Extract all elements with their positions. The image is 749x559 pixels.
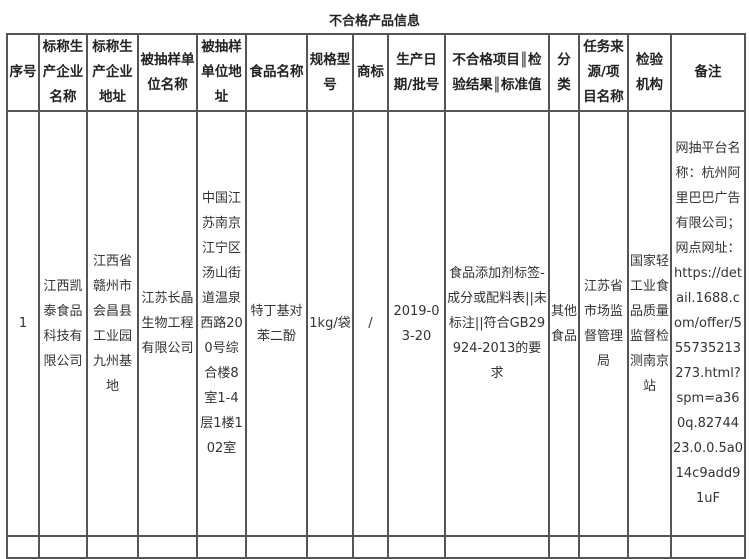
cell-inspection-agency: 国家轻工业食品质量监督检测南京站 [627,110,672,537]
cell-index: 1 [6,110,40,537]
header-inspection-agency: 检验机构 [627,33,672,112]
header-spec: 规格型号 [306,33,354,112]
header-production-date: 生产日期/批号 [387,33,446,112]
cell-manufacturer-name: 江西凯泰食品科技有限公司 [38,110,88,537]
header-failed-item: 不合格项目║检验结果║标准值 [444,33,550,112]
header-remarks: 备注 [670,33,746,112]
table-row-partial [6,535,746,559]
header-task-source: 任务来源/项目名称 [578,33,629,112]
header-sampled-unit-address: 被抽样单位地址 [196,33,247,112]
header-manufacturer-address: 标称生产企业地址 [86,33,139,112]
header-sampled-unit-name: 被抽样单位名称 [137,33,198,112]
table-title: 不合格产品信息 [328,14,420,29]
cell-spec: 1kg/袋 [306,110,354,537]
cell-sampled-unit-address: 中国江苏南京江宁区汤山街道温泉西路200号综合楼8室1-4层1楼102室 [196,110,247,537]
cell-production-date: 2019-03-20 [387,110,446,537]
cell-remarks: 网抽平台名称：杭州阿里巴巴广告有限公司；网点网址：https://detail.… [670,110,746,537]
unqualified-products-table: 序号 标称生产企业名称 标称生产企业地址 被抽样单位名称 被抽样单位地址 食品名… [6,33,746,559]
header-row: 序号 标称生产企业名称 标称生产企业地址 被抽样单位名称 被抽样单位地址 食品名… [6,33,746,112]
cell-sampled-unit-name: 江苏长晶生物工程有限公司 [137,110,198,537]
header-manufacturer-name: 标称生产企业名称 [38,33,88,112]
cell-category: 其他食品 [548,110,580,537]
cell-trademark: / [352,110,389,537]
header-food-name: 食品名称 [245,33,308,112]
cell-task-source: 江苏省市场监督管理局 [578,110,629,537]
header-index: 序号 [6,33,40,112]
table-row: 1 江西凯泰食品科技有限公司 江西省赣州市会昌县工业园九州基地 江苏长晶生物工程… [6,110,746,537]
header-category: 分类 [548,33,580,112]
cell-failed-item: 食品添加剂标签-成分或配料表||未标注||符合GB29924-2013的要求 [444,110,550,537]
cell-food-name: 特丁基对苯二酚 [245,110,308,537]
header-trademark: 商标 [352,33,389,112]
cell-manufacturer-address: 江西省赣州市会昌县工业园九州基地 [86,110,139,537]
